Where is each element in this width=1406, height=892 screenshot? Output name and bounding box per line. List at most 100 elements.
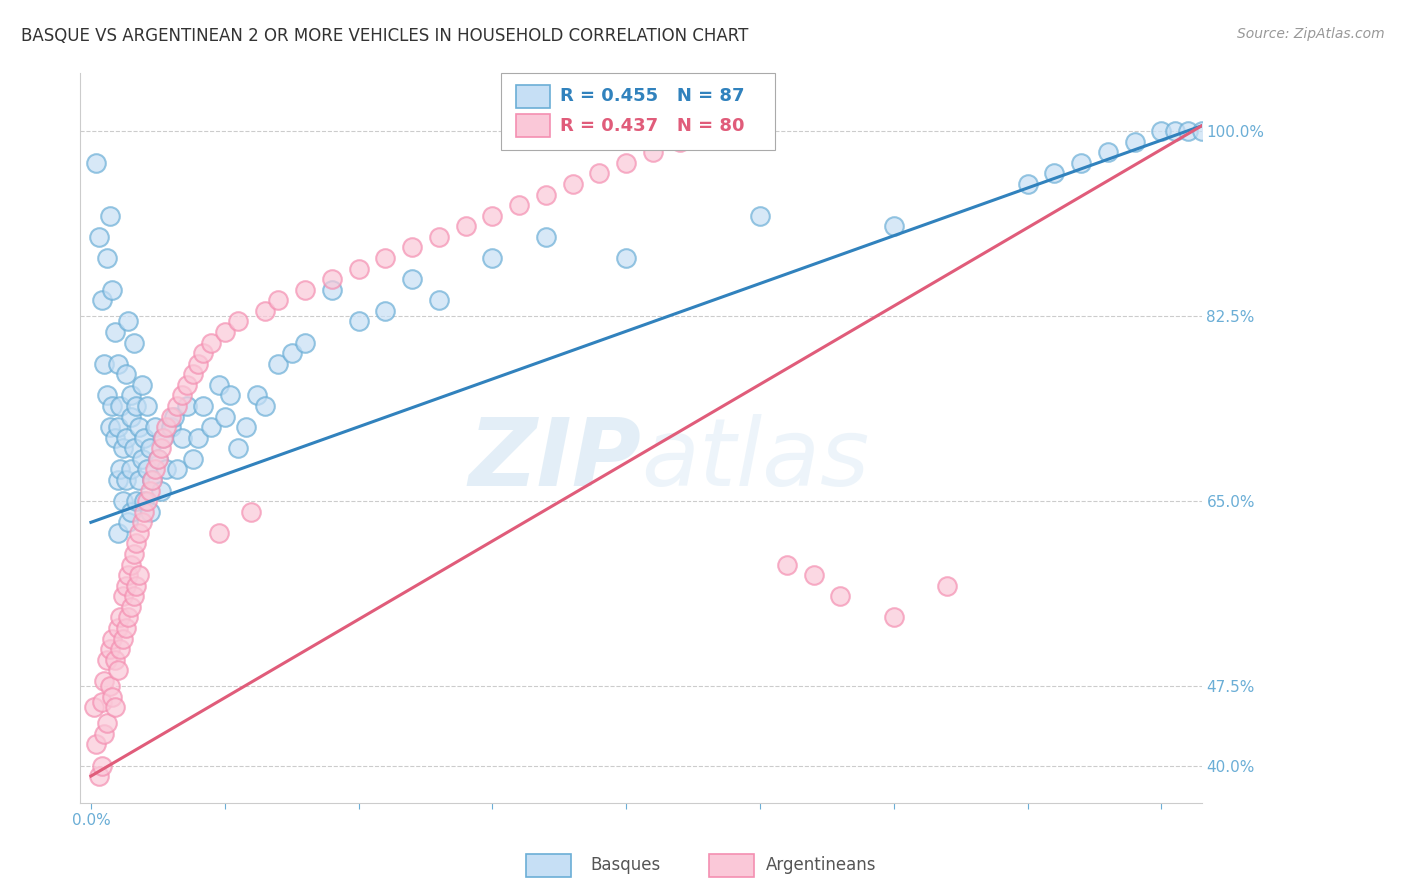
Point: [112, 494, 135, 508]
Point: [107, 664, 129, 678]
Point: [176, 399, 198, 413]
Point: [134, 494, 156, 508]
Point: [114, 368, 136, 382]
Point: [200, 335, 222, 350]
Point: [166, 399, 188, 413]
Point: [125, 494, 148, 508]
Point: [110, 610, 132, 624]
Point: [134, 431, 156, 445]
Point: [152, 431, 174, 445]
Point: [253, 399, 276, 413]
Point: [668, 135, 690, 149]
Point: [588, 166, 610, 180]
Point: [117, 314, 139, 328]
Point: [120, 388, 142, 402]
Point: [155, 462, 177, 476]
Point: [214, 325, 236, 339]
Point: [101, 690, 124, 704]
Point: [454, 219, 477, 234]
Point: [117, 568, 139, 582]
Point: [131, 516, 153, 530]
Point: [534, 187, 557, 202]
Point: [84, 737, 107, 751]
Point: [114, 579, 136, 593]
Point: [107, 473, 129, 487]
Point: [139, 505, 162, 519]
Point: [131, 451, 153, 466]
Point: [93, 727, 115, 741]
Point: [160, 420, 183, 434]
Point: [374, 304, 396, 318]
Point: [120, 558, 142, 572]
Point: [122, 590, 145, 604]
Point: [112, 632, 135, 646]
Point: [98, 642, 121, 657]
Point: [96, 388, 118, 402]
Point: [160, 409, 183, 424]
Point: [1123, 135, 1146, 149]
Point: [1164, 124, 1187, 138]
Text: R = 0.437   N = 80: R = 0.437 N = 80: [560, 117, 745, 135]
Point: [163, 409, 186, 424]
Point: [347, 314, 370, 328]
Point: [149, 442, 172, 456]
Point: [253, 304, 276, 318]
Point: [267, 293, 290, 308]
Point: [125, 399, 148, 413]
Point: [193, 346, 215, 360]
Point: [90, 293, 112, 308]
Point: [226, 314, 249, 328]
Point: [114, 431, 136, 445]
Point: [87, 769, 110, 783]
Point: [110, 399, 132, 413]
FancyBboxPatch shape: [516, 85, 550, 108]
Point: [93, 357, 115, 371]
Point: [84, 156, 107, 170]
Point: [143, 420, 166, 434]
Point: [776, 558, 799, 572]
Point: [110, 642, 132, 657]
Point: [125, 536, 148, 550]
Point: [1191, 124, 1213, 138]
Point: [104, 431, 127, 445]
Point: [110, 462, 132, 476]
Point: [614, 251, 637, 265]
Point: [117, 610, 139, 624]
Point: [136, 399, 159, 413]
Point: [347, 261, 370, 276]
Point: [427, 293, 450, 308]
Point: [146, 451, 169, 466]
Point: [235, 420, 257, 434]
Point: [240, 505, 263, 519]
Point: [112, 590, 135, 604]
Point: [131, 377, 153, 392]
Point: [122, 442, 145, 456]
Point: [181, 368, 204, 382]
Point: [90, 695, 112, 709]
Point: [120, 409, 142, 424]
Point: [122, 547, 145, 561]
Point: [101, 283, 124, 297]
Point: [401, 240, 423, 254]
Point: [280, 346, 302, 360]
Point: [803, 568, 825, 582]
Point: [1043, 166, 1066, 180]
Point: [200, 420, 222, 434]
Point: [294, 283, 316, 297]
Point: [107, 525, 129, 540]
FancyBboxPatch shape: [516, 114, 550, 137]
Point: [321, 272, 343, 286]
Point: [1097, 145, 1119, 160]
Point: [128, 568, 150, 582]
Text: Argentineans: Argentineans: [766, 856, 877, 874]
Point: [1177, 124, 1199, 138]
Text: ZIP: ZIP: [468, 414, 641, 506]
FancyBboxPatch shape: [501, 73, 776, 150]
Point: [114, 473, 136, 487]
Point: [1017, 177, 1039, 191]
Point: [139, 483, 162, 498]
Point: [749, 124, 772, 138]
Point: [136, 462, 159, 476]
Point: [149, 483, 172, 498]
Point: [112, 442, 135, 456]
